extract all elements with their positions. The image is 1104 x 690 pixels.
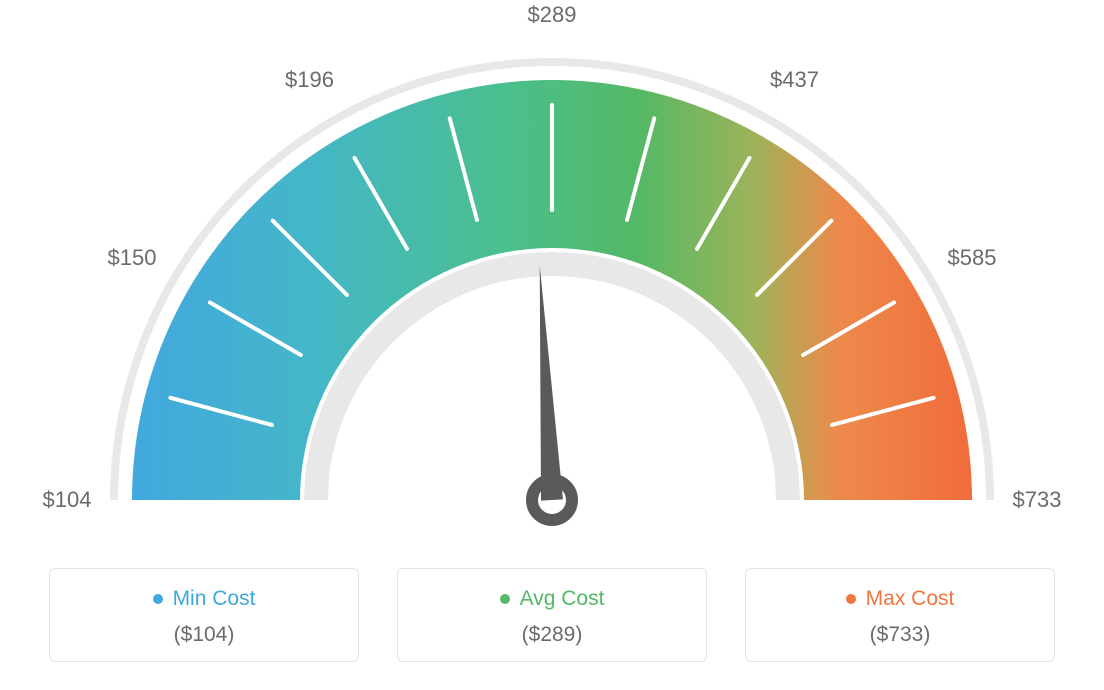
gauge-svg	[0, 0, 1104, 560]
legend-title-max: Max Cost	[846, 587, 955, 611]
legend-dot-max	[846, 594, 856, 604]
gauge-tick-label: $289	[528, 2, 577, 28]
legend-label-min: Min Cost	[173, 587, 256, 611]
legend-label-avg: Avg Cost	[520, 587, 605, 611]
legend-dot-min	[153, 594, 163, 604]
legend-value-avg: ($289)	[408, 623, 696, 647]
legend-card-max: Max Cost ($733)	[745, 568, 1055, 662]
legend-dot-avg	[500, 594, 510, 604]
legend-value-max: ($733)	[756, 623, 1044, 647]
legend-card-min: Min Cost ($104)	[49, 568, 359, 662]
legend-value-min: ($104)	[60, 623, 348, 647]
gauge-tick-label: $196	[285, 67, 334, 93]
gauge-tick-label: $733	[1013, 487, 1062, 513]
legend-title-avg: Avg Cost	[500, 587, 605, 611]
gauge-tick-label: $104	[43, 487, 92, 513]
legend-row: Min Cost ($104) Avg Cost ($289) Max Cost…	[0, 568, 1104, 662]
gauge-tick-label: $585	[948, 245, 997, 271]
legend-card-avg: Avg Cost ($289)	[397, 568, 707, 662]
gauge-tick-label: $437	[770, 67, 819, 93]
gauge-tick-label: $150	[107, 245, 156, 271]
gauge-container: $104 $150 $196 $289 $437 $585 $733	[0, 0, 1104, 560]
legend-title-min: Min Cost	[153, 587, 256, 611]
legend-label-max: Max Cost	[866, 587, 955, 611]
